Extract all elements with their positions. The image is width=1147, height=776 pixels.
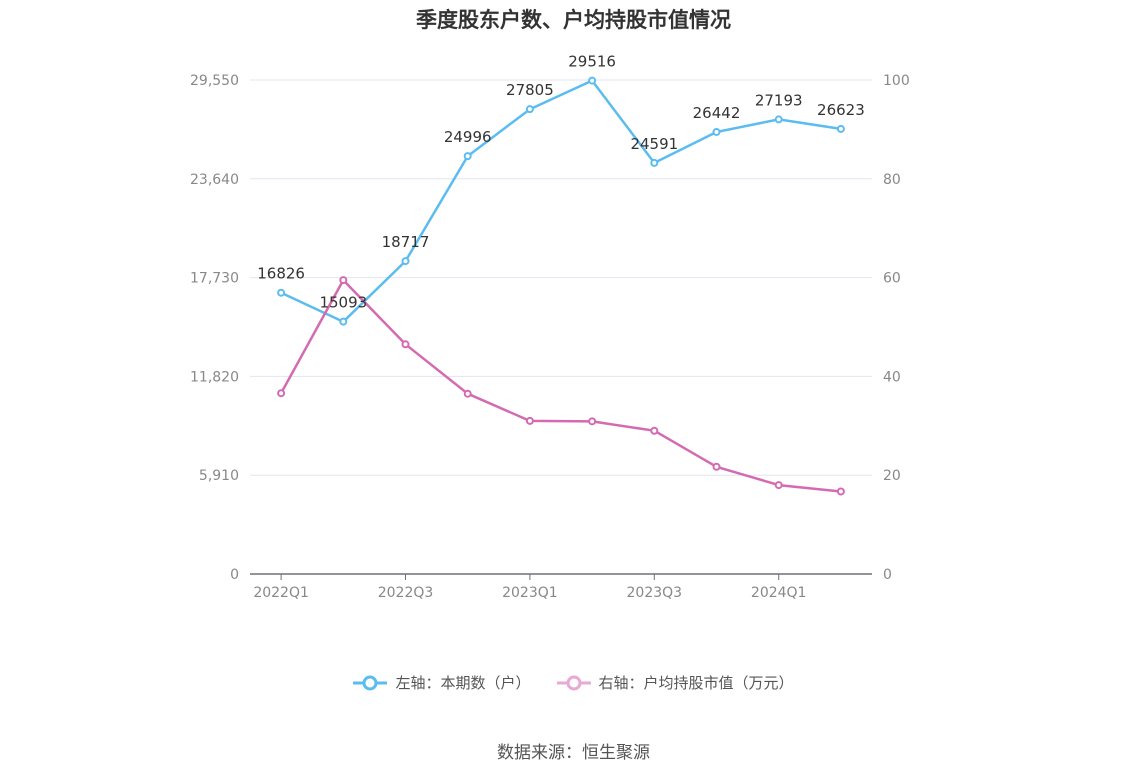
data-point-right — [836, 487, 845, 496]
data-point-left — [712, 127, 721, 136]
data-point-right — [712, 462, 721, 471]
legend-label-left-axis: 左轴：本期数（户） — [395, 674, 531, 692]
series-lines — [277, 76, 845, 496]
x-tick-label: 2022Q3 — [378, 585, 434, 601]
data-point-left — [463, 152, 472, 161]
y-left-tick-label: 29,550 — [190, 73, 239, 89]
data-point-left — [525, 105, 534, 114]
source-note: 数据来源：恒生聚源 — [497, 743, 650, 763]
y-left-tick-label: 23,640 — [190, 172, 239, 188]
legend-label-right-axis: 右轴：户均持股市值（万元） — [598, 674, 794, 692]
y-left-tick-label: 11,820 — [190, 369, 239, 385]
series-line-left — [280, 79, 842, 323]
data-point-right — [401, 340, 410, 349]
data-label: 27805 — [506, 81, 554, 99]
x-tick-label: 2022Q1 — [253, 585, 309, 601]
legend-item-left-axis[interactable]: 左轴：本期数（户） — [353, 672, 531, 693]
y-left-tick-label: 0 — [230, 567, 239, 583]
y-right-tick-label: 0 — [883, 567, 892, 583]
data-point-left — [650, 158, 659, 167]
data-point-left — [339, 317, 348, 326]
legend: 左轴：本期数（户） 右轴：户均持股市值（万元） — [0, 672, 1147, 693]
data-point-right — [463, 389, 472, 398]
y-left-tick-label: 5,910 — [199, 468, 239, 484]
data-point-right — [650, 426, 659, 435]
legend-swatch-blue-icon — [353, 675, 388, 690]
data-label: 27193 — [755, 91, 803, 109]
y-right-tick-label: 100 — [883, 73, 910, 89]
data-point-right — [588, 417, 597, 426]
data-label: 16826 — [257, 265, 305, 283]
y-right-tick-label: 20 — [883, 468, 901, 484]
series-line-right — [280, 278, 842, 493]
y-right-tick-label: 60 — [883, 271, 901, 287]
axes: 0 0 5,910 20 11,820 40 17,730 60 23,640 80 29,550 1… — [190, 73, 910, 601]
data-point-left — [836, 124, 845, 133]
x-tick-label: 2023Q1 — [502, 585, 558, 601]
data-point-right — [277, 389, 286, 398]
data-point-right — [774, 481, 783, 490]
data-label: 26623 — [817, 101, 865, 119]
y-left-tick-label: 17,730 — [190, 271, 239, 287]
x-tick-label: 2023Q3 — [627, 585, 683, 601]
chart-title: 季度股东户数、户均持股市值情况 — [416, 8, 731, 32]
grid-lines — [250, 79, 872, 476]
data-label: 24996 — [444, 128, 492, 146]
data-point-left — [774, 115, 783, 124]
x-tick-label: 2024Q1 — [751, 585, 807, 601]
y-right-tick-label: 40 — [883, 369, 901, 385]
legend-item-right-axis[interactable]: 右轴：户均持股市值（万元） — [556, 672, 794, 693]
data-label: 26442 — [693, 104, 741, 122]
data-point-left — [401, 257, 410, 266]
data-point-right — [339, 276, 348, 285]
legend-swatch-pink-icon — [556, 675, 591, 690]
data-point-left — [277, 288, 286, 297]
data-label: 29516 — [568, 53, 616, 71]
data-point-right — [525, 416, 534, 425]
data-label: 15093 — [319, 294, 367, 312]
data-label: 18717 — [382, 233, 430, 251]
data-point-left — [588, 76, 597, 85]
data-label: 24591 — [630, 135, 678, 153]
y-right-tick-label: 80 — [883, 172, 901, 188]
data-labels: 16826 15093 18717 24996 27805 29516 24591 26442… — [257, 53, 865, 312]
